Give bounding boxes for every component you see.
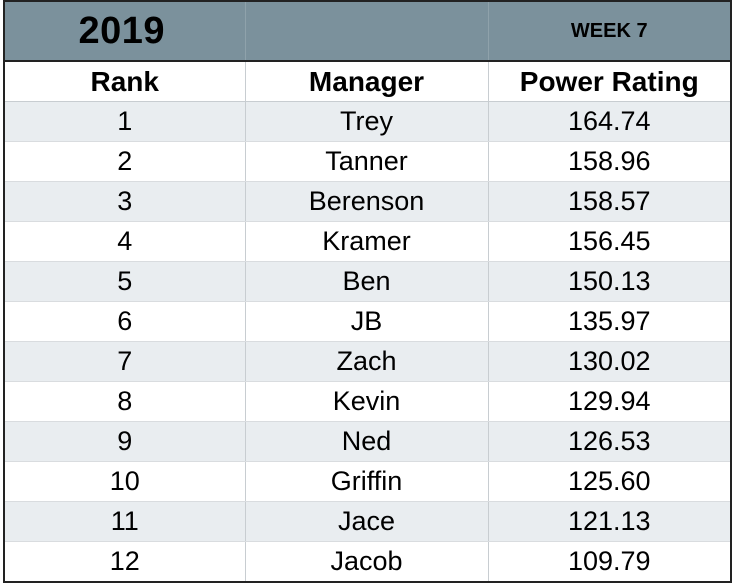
cell-manager[interactable]: Zach <box>244 341 488 382</box>
cell-year[interactable]: 2019 <box>3 0 245 62</box>
table-row: 11 Jace 121.13 <box>3 501 732 542</box>
cell-rank[interactable]: 3 <box>3 181 245 222</box>
cell-manager[interactable]: Griffin <box>244 461 488 502</box>
table-row: 4 Kramer 156.45 <box>3 221 732 262</box>
cell-manager[interactable]: Ned <box>244 421 488 462</box>
table-row: 6 JB 135.97 <box>3 301 732 342</box>
cell-manager[interactable]: Jacob <box>244 541 488 583</box>
cell-power-rating[interactable]: 129.94 <box>487 381 732 422</box>
cell-rank[interactable]: 10 <box>3 461 245 502</box>
table-row: 5 Ben 150.13 <box>3 261 732 302</box>
banner-row: 2019 WEEK 7 <box>3 0 732 62</box>
week-label: WEEK 7 <box>570 19 648 42</box>
cell-manager[interactable]: Berenson <box>244 181 488 222</box>
cell-manager[interactable]: Kevin <box>244 381 488 422</box>
column-header-rank[interactable]: Rank <box>3 61 245 102</box>
cell-rank[interactable]: 8 <box>3 381 245 422</box>
table-row: 7 Zach 130.02 <box>3 341 732 382</box>
cell-power-rating[interactable]: 125.60 <box>487 461 732 502</box>
cell-power-rating[interactable]: 130.02 <box>487 341 732 382</box>
column-header-power-rating[interactable]: Power Rating <box>487 61 732 102</box>
cell-power-rating[interactable]: 164.74 <box>487 101 732 142</box>
cell-manager[interactable]: Kramer <box>244 221 488 262</box>
table-row: 8 Kevin 129.94 <box>3 381 732 422</box>
cell-rank[interactable]: 4 <box>3 221 245 262</box>
table-body: 1 Trey 164.74 2 Tanner 158.96 3 Berenson 158.57 4… <box>3 101 732 583</box>
table-row: 3 Berenson 158.57 <box>3 181 732 222</box>
cell-power-rating[interactable]: 109.79 <box>487 541 732 583</box>
cell-power-rating[interactable]: 156.45 <box>487 221 732 262</box>
cell-rank[interactable]: 2 <box>3 141 245 182</box>
table-row: 9 Ned 126.53 <box>3 421 732 462</box>
table-row: 2 Tanner 158.96 <box>3 141 732 182</box>
cell-rank[interactable]: 5 <box>3 261 245 302</box>
table-row: 12 Jacob 109.79 <box>3 541 732 583</box>
cell-manager[interactable]: Trey <box>244 101 488 142</box>
cell-rank[interactable]: 9 <box>3 421 245 462</box>
cell-power-rating[interactable]: 121.13 <box>487 501 732 542</box>
cell-rank[interactable]: 6 <box>3 301 245 342</box>
cell-power-rating[interactable]: 150.13 <box>487 261 732 302</box>
table-row: 10 Griffin 125.60 <box>3 461 732 502</box>
column-header-manager[interactable]: Manager <box>244 61 488 102</box>
table-row: 1 Trey 164.74 <box>3 101 732 142</box>
cell-manager[interactable]: Ben <box>244 261 488 302</box>
cell-power-rating[interactable]: 135.97 <box>487 301 732 342</box>
cell-rank[interactable]: 11 <box>3 501 245 542</box>
header-row: Rank Manager Power Rating <box>3 61 732 102</box>
cell-rank[interactable]: 12 <box>3 541 245 583</box>
cell-manager[interactable]: Tanner <box>244 141 488 182</box>
cell-rank[interactable]: 7 <box>3 341 245 382</box>
cell-manager[interactable]: JB <box>244 301 488 342</box>
cell-power-rating[interactable]: 158.57 <box>487 181 732 222</box>
cell-rank[interactable]: 1 <box>3 101 245 142</box>
cell-power-rating[interactable]: 158.96 <box>487 141 732 182</box>
cell-week[interactable]: WEEK 7 <box>487 0 732 62</box>
cell-power-rating[interactable]: 126.53 <box>487 421 732 462</box>
cell-banner-empty[interactable] <box>244 0 488 62</box>
cell-manager[interactable]: Jace <box>244 501 488 542</box>
year-label: 2019 <box>78 9 166 52</box>
